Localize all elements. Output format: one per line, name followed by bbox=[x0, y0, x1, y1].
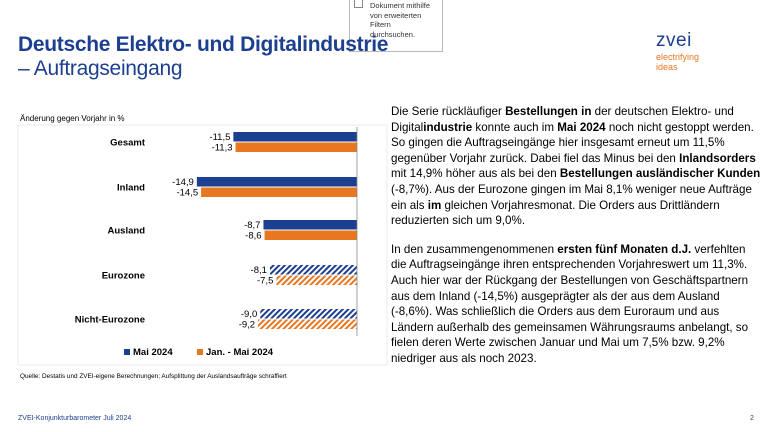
text-run: In den zusammengenommenen bbox=[391, 242, 558, 256]
bar-value-label: -14,9 bbox=[172, 177, 194, 188]
bar-jan-mai-2024 bbox=[276, 275, 357, 285]
legend-label: Jan. - Mai 2024 bbox=[206, 347, 274, 358]
plot-area-border bbox=[17, 124, 388, 366]
category-label: Gesamt bbox=[110, 138, 146, 149]
tooltip-line: von erweiterten bbox=[370, 10, 422, 20]
commentary-paragraph-2: In den zusammengenommenen ersten fünf Mo… bbox=[391, 242, 763, 367]
bar-value-label: -9,2 bbox=[239, 320, 255, 331]
bar-mai-2024 bbox=[233, 132, 357, 142]
bar-jan-mai-2024 bbox=[235, 142, 357, 152]
bar-value-label: -9,0 bbox=[241, 309, 257, 320]
bar-mai-2024 bbox=[196, 177, 357, 187]
text-run: verfehlten die Auftragseingänge ihren en… bbox=[391, 242, 749, 365]
text-run: Mai 2024 bbox=[557, 120, 606, 134]
category-label: Eurozone bbox=[102, 271, 145, 282]
text-run: industrie bbox=[423, 120, 473, 134]
text-run: konnte auch im bbox=[472, 120, 558, 134]
page-title: Deutsche Elektro- und Digitalindustrie bbox=[18, 33, 389, 56]
bar-value-label: -7,5 bbox=[257, 276, 273, 287]
category-label: Inland bbox=[117, 183, 145, 194]
category-label: Ausland bbox=[108, 226, 146, 237]
text-run: noch nicht gestoppt werden. So gingen di… bbox=[391, 120, 754, 165]
page-subtitle: – Auftragseingang bbox=[18, 57, 183, 80]
bar-value-label: -8,6 bbox=[245, 231, 261, 242]
commentary-paragraph-1: Die Serie rückläufiger Bestellungen in d… bbox=[391, 104, 763, 229]
page-number: 2 bbox=[750, 415, 754, 422]
bar-value-label: -8,7 bbox=[244, 220, 260, 231]
text-run: ersten fünf Monaten d.J. bbox=[557, 242, 692, 256]
bar-value-label: -8,1 bbox=[251, 265, 267, 276]
text-run: der deutschen Elektro- und Digital bbox=[391, 105, 734, 134]
bar-mai-2024 bbox=[260, 309, 357, 319]
bar-jan-mai-2024 bbox=[258, 319, 357, 329]
text-run: Bestellungen ausländischer Kunden bbox=[559, 167, 761, 181]
text-run: Die Serie rückläufiger bbox=[391, 105, 506, 118]
logo-name: zvei bbox=[656, 30, 692, 51]
text-run: gleichen Vorjahresmonat. Die Orders aus … bbox=[391, 198, 720, 228]
text-run: mit 14,9% höher aus als bei den bbox=[391, 167, 560, 181]
text-run: in bbox=[581, 105, 592, 118]
bar-value-label: -11,3 bbox=[212, 143, 233, 154]
legend-swatch bbox=[197, 349, 203, 355]
text-run: Bestellungen bbox=[505, 105, 578, 118]
logo-tagline-1: electrifying bbox=[656, 52, 700, 62]
tooltip-line: Dokument mithilfe bbox=[370, 1, 431, 10]
chart-source: Quelle: Destatis und ZVEI-eigene Berechn… bbox=[20, 373, 287, 380]
footer-label: ZVEI-Konjunkturbarometer Juli 2024 bbox=[18, 415, 132, 422]
tooltip-line: durchsuchen. bbox=[370, 29, 416, 39]
text-run: Inlandsorders bbox=[679, 151, 756, 165]
search-tooltip: Dokument mithilfe von erweiterten Filter… bbox=[349, 0, 443, 52]
chart-subtitle: Änderung gegen Vorjahr in % bbox=[20, 114, 125, 123]
bar-value-label: -14,5 bbox=[176, 188, 198, 199]
category-label: Nicht-Eurozone bbox=[75, 315, 145, 326]
text-run: (-8,7%). Aus der Eurozone gingen im Mai … bbox=[391, 182, 752, 212]
text-run: im bbox=[427, 198, 442, 212]
orders-bar-chart: Änderung gegen Vorjahr in %Gesamt -11,5-1… bbox=[17, 114, 388, 380]
legend-swatch bbox=[124, 349, 130, 355]
bar-value-label: -11,5 bbox=[209, 132, 230, 143]
zvei-logo: zvei electrifying ideas bbox=[656, 30, 756, 72]
logo-tagline-2: ideas bbox=[656, 62, 678, 72]
bar-jan-mai-2024 bbox=[264, 230, 357, 240]
bar-jan-mai-2024 bbox=[201, 187, 357, 197]
bar-mai-2024 bbox=[263, 220, 357, 230]
tooltip-line: Filtern bbox=[370, 20, 391, 29]
commentary-text: Die Serie rückläufiger Bestellungen in d… bbox=[391, 104, 763, 380]
legend-label: Mai 2024 bbox=[133, 347, 173, 358]
bar-mai-2024 bbox=[269, 265, 357, 275]
tooltip-checkbox-icon bbox=[354, 0, 363, 8]
